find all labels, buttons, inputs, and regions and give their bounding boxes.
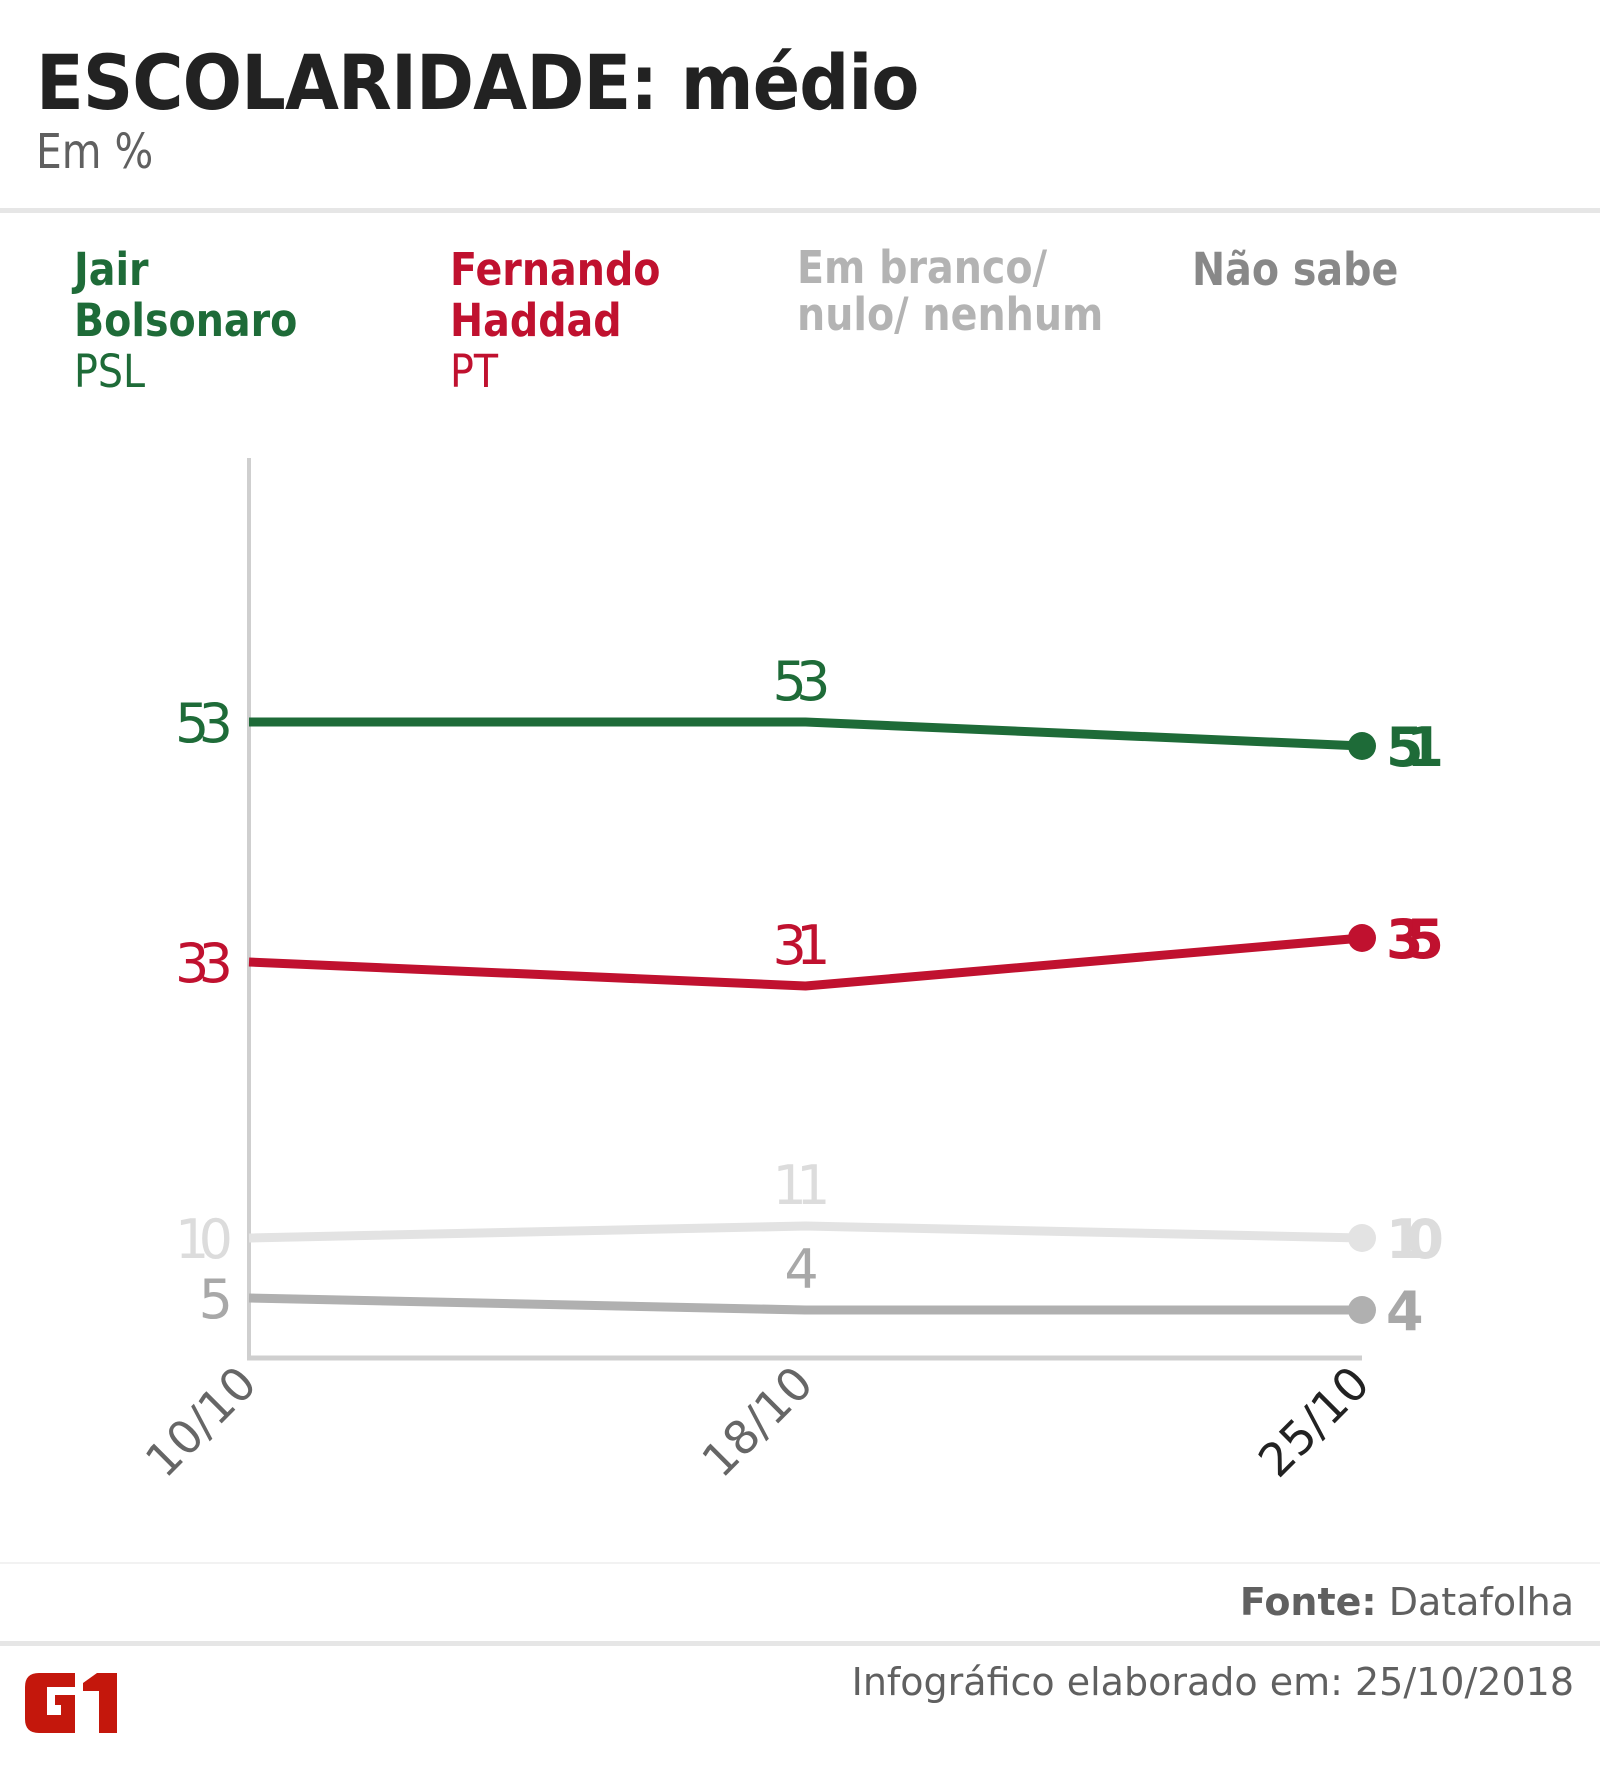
credit-note: Infográfico elaborado em: 25/10/2018 — [851, 1660, 1574, 1704]
source-label: Fonte: — [1239, 1580, 1377, 1624]
legend-item-haddad: Fernando Haddad PT — [450, 244, 689, 397]
header-divider — [0, 208, 1600, 213]
series-3: 5 4 4 — [199, 1238, 1424, 1343]
data-label: 4 — [784, 1238, 818, 1301]
source-value: Datafolha — [1376, 1580, 1574, 1624]
legend-item-bolsonaro: Jair Bolsonaro PSL — [74, 244, 328, 397]
data-label: 35 — [1386, 908, 1444, 971]
legend-item-nao-sabe: Não sabe — [1192, 244, 1427, 295]
legend-name: Haddad — [450, 294, 622, 347]
data-label: 31 — [773, 914, 831, 977]
data-label: 11 — [773, 1154, 831, 1217]
end-point-marker — [1348, 924, 1376, 952]
series-line — [248, 933, 1363, 991]
x-tick-label: 25/10 — [1248, 1356, 1380, 1488]
x-tick-label: 18/10 — [691, 1356, 823, 1488]
legend-name: nulo/ nenhum — [797, 288, 1104, 341]
footer-divider — [0, 1562, 1600, 1564]
data-label: 4 — [1386, 1280, 1424, 1343]
series-line — [248, 1221, 1363, 1243]
legend-name: Não sabe — [1192, 243, 1399, 296]
series-0: 53 53 51 — [175, 650, 1444, 779]
chart-title: ESCOLARIDADE: médio — [36, 38, 919, 127]
x-tick-label: 10/10 — [135, 1356, 267, 1488]
series-1: 33 31 35 — [175, 908, 1444, 995]
source-note: Fonte: Datafolha — [1240, 1580, 1574, 1624]
end-point-marker — [1348, 1224, 1376, 1252]
legend-name: Bolsonaro — [74, 294, 298, 347]
footer-divider-bottom — [0, 1641, 1600, 1646]
series-line — [249, 717, 1363, 751]
data-label: 53 — [773, 650, 831, 713]
series-line — [248, 1293, 1362, 1315]
data-label: 10 — [1386, 1208, 1444, 1271]
end-point-marker — [1348, 732, 1376, 760]
legend-item-branco-nulo: Em branco/ nulo/ nenhum — [797, 244, 1145, 338]
data-label: 51 — [1386, 716, 1444, 779]
series-2: 10 11 10 — [175, 1154, 1444, 1271]
legend-name: Em branco/ — [797, 241, 1048, 294]
end-point-marker — [1348, 1296, 1376, 1324]
legend-name: Jair — [74, 243, 149, 296]
legend-name: Fernando — [450, 243, 661, 296]
data-label: 10 — [175, 1208, 233, 1271]
data-label: 33 — [175, 932, 233, 995]
g1-logo — [25, 1673, 117, 1733]
legend-party: PSL — [74, 345, 146, 398]
data-label: 53 — [175, 692, 233, 755]
data-label: 5 — [199, 1268, 233, 1331]
legend-party: PT — [450, 345, 499, 398]
chart-subtitle: Em % — [36, 124, 154, 180]
